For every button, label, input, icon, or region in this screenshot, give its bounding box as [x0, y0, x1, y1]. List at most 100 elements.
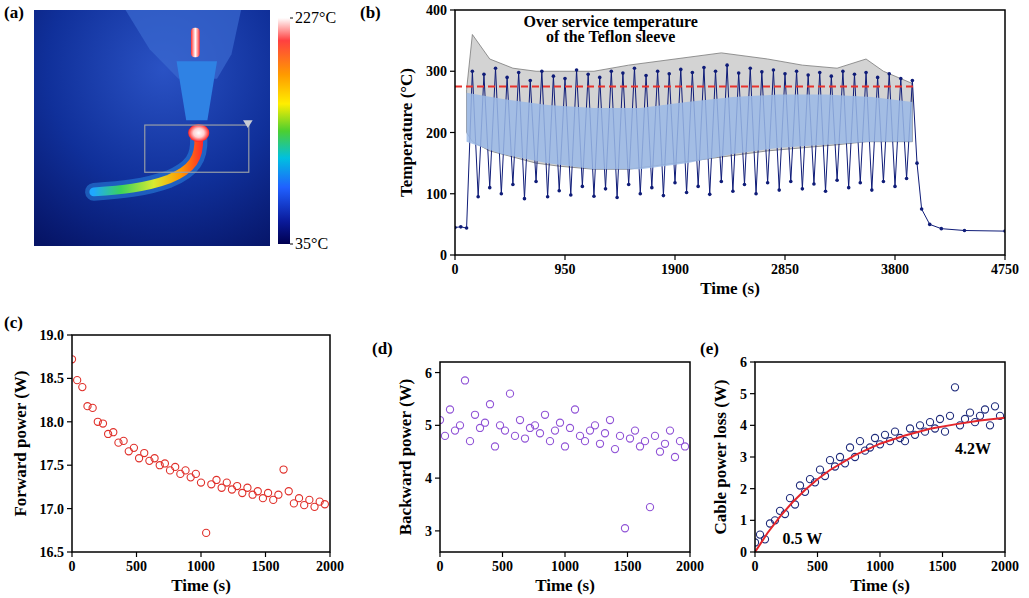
point [847, 186, 851, 190]
x-tick [136, 552, 137, 557]
y-tick [450, 193, 455, 194]
point [197, 479, 204, 486]
x-tick-label: 0 [752, 559, 759, 574]
panel-label: (d) [372, 339, 393, 358]
line [755, 418, 1005, 552]
point [295, 495, 302, 502]
point [74, 377, 81, 384]
x-tick [564, 552, 565, 557]
point [244, 484, 251, 491]
y-tick-label: 3 [740, 450, 747, 465]
point [816, 466, 823, 473]
point [275, 491, 282, 498]
x-tick [942, 552, 943, 557]
point [963, 229, 967, 233]
point [481, 419, 488, 426]
point [882, 180, 886, 184]
point [666, 427, 673, 434]
point [915, 161, 919, 165]
point [505, 76, 509, 80]
x-tick [439, 552, 440, 557]
x-tick [674, 255, 675, 260]
point [592, 194, 596, 198]
x-tick [689, 552, 690, 557]
point [796, 482, 803, 489]
point [651, 432, 658, 439]
point [488, 186, 492, 190]
x-tick-label: 4750 [991, 262, 1019, 277]
point [249, 491, 256, 498]
point [586, 73, 590, 77]
point [151, 455, 158, 462]
x-axis-title: Time (s) [171, 576, 231, 595]
point [801, 187, 805, 191]
y-tick [750, 456, 755, 457]
point [306, 496, 313, 503]
x-axis-title: Time (s) [700, 279, 760, 298]
y-tick-label: 3 [425, 524, 432, 539]
y-tick-label: 200 [426, 126, 447, 141]
point [598, 76, 602, 80]
point [546, 195, 550, 199]
point [812, 182, 816, 186]
y-tick-label: 18.5 [40, 371, 65, 386]
x-tick-label: 2000 [676, 559, 704, 574]
point [606, 416, 613, 423]
point [858, 181, 862, 185]
point [856, 438, 863, 445]
point [627, 183, 631, 187]
point [667, 72, 671, 76]
y-axis-title: Temperature (°C) [397, 68, 416, 197]
point [223, 479, 230, 486]
point [541, 411, 548, 418]
point [141, 449, 148, 456]
y-tick-label: 6 [425, 366, 432, 381]
colorbar-label: 35°C [295, 235, 328, 252]
point [575, 68, 579, 72]
y-tick [450, 132, 455, 133]
roi-marker [243, 120, 253, 128]
point [476, 195, 480, 199]
y-tick [750, 425, 755, 426]
point [610, 69, 614, 73]
point [615, 196, 619, 200]
x-tick-label: 0 [452, 262, 459, 277]
y-tick-label: 4 [740, 418, 747, 433]
point [725, 63, 729, 67]
point [887, 72, 891, 76]
point [536, 430, 543, 437]
point [835, 178, 839, 182]
y-axis-title: Backward power (W) [396, 379, 415, 535]
x-tick-label: 1500 [929, 559, 957, 574]
x-axis-title: Time (s) [535, 576, 595, 595]
y-tick [435, 478, 440, 479]
point [714, 69, 718, 73]
cable-glow [94, 138, 199, 192]
point [731, 190, 735, 194]
point [626, 435, 633, 442]
axes: 095019002850380047500100200300400Time (s… [397, 3, 1019, 298]
annotation: 4.2W [955, 440, 991, 457]
y-tick [750, 488, 755, 489]
point [906, 425, 913, 432]
point [321, 501, 328, 508]
point [656, 69, 660, 73]
point [748, 66, 752, 70]
panel-label: (e) [700, 339, 719, 358]
x-tick [627, 552, 628, 557]
x-axis-title: Time (s) [850, 576, 910, 595]
point [685, 191, 689, 195]
roi-box [145, 125, 249, 172]
colorbar [278, 18, 290, 244]
point [720, 180, 724, 184]
x-tick-label: 1500 [252, 559, 280, 574]
point [881, 431, 888, 438]
plot-marks [440, 377, 689, 532]
x-tick [754, 552, 755, 557]
point [528, 79, 532, 83]
point [638, 192, 642, 196]
x-tick [879, 552, 880, 557]
x-tick [894, 255, 895, 260]
point [581, 185, 585, 189]
x-tick-label: 2000 [316, 559, 344, 574]
